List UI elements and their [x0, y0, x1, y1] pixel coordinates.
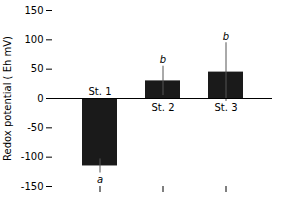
svg-text:St. 2: St. 2 — [152, 102, 175, 113]
svg-text:-150: -150 — [21, 181, 44, 192]
svg-text:50: 50 — [31, 63, 44, 74]
svg-text:100: 100 — [24, 34, 43, 45]
svg-text:St. 3: St. 3 — [215, 102, 238, 113]
svg-text:-100: -100 — [21, 151, 44, 162]
svg-text:0: 0 — [37, 93, 43, 104]
svg-text:150: 150 — [24, 5, 43, 16]
svg-text:b: b — [160, 54, 166, 65]
svg-text:Redox potential ( Eh mV): Redox potential ( Eh mV) — [2, 36, 13, 161]
svg-text:St. 1: St. 1 — [89, 86, 112, 97]
svg-text:a: a — [97, 174, 103, 185]
svg-text:b: b — [223, 31, 229, 42]
svg-text:-50: -50 — [27, 122, 43, 133]
